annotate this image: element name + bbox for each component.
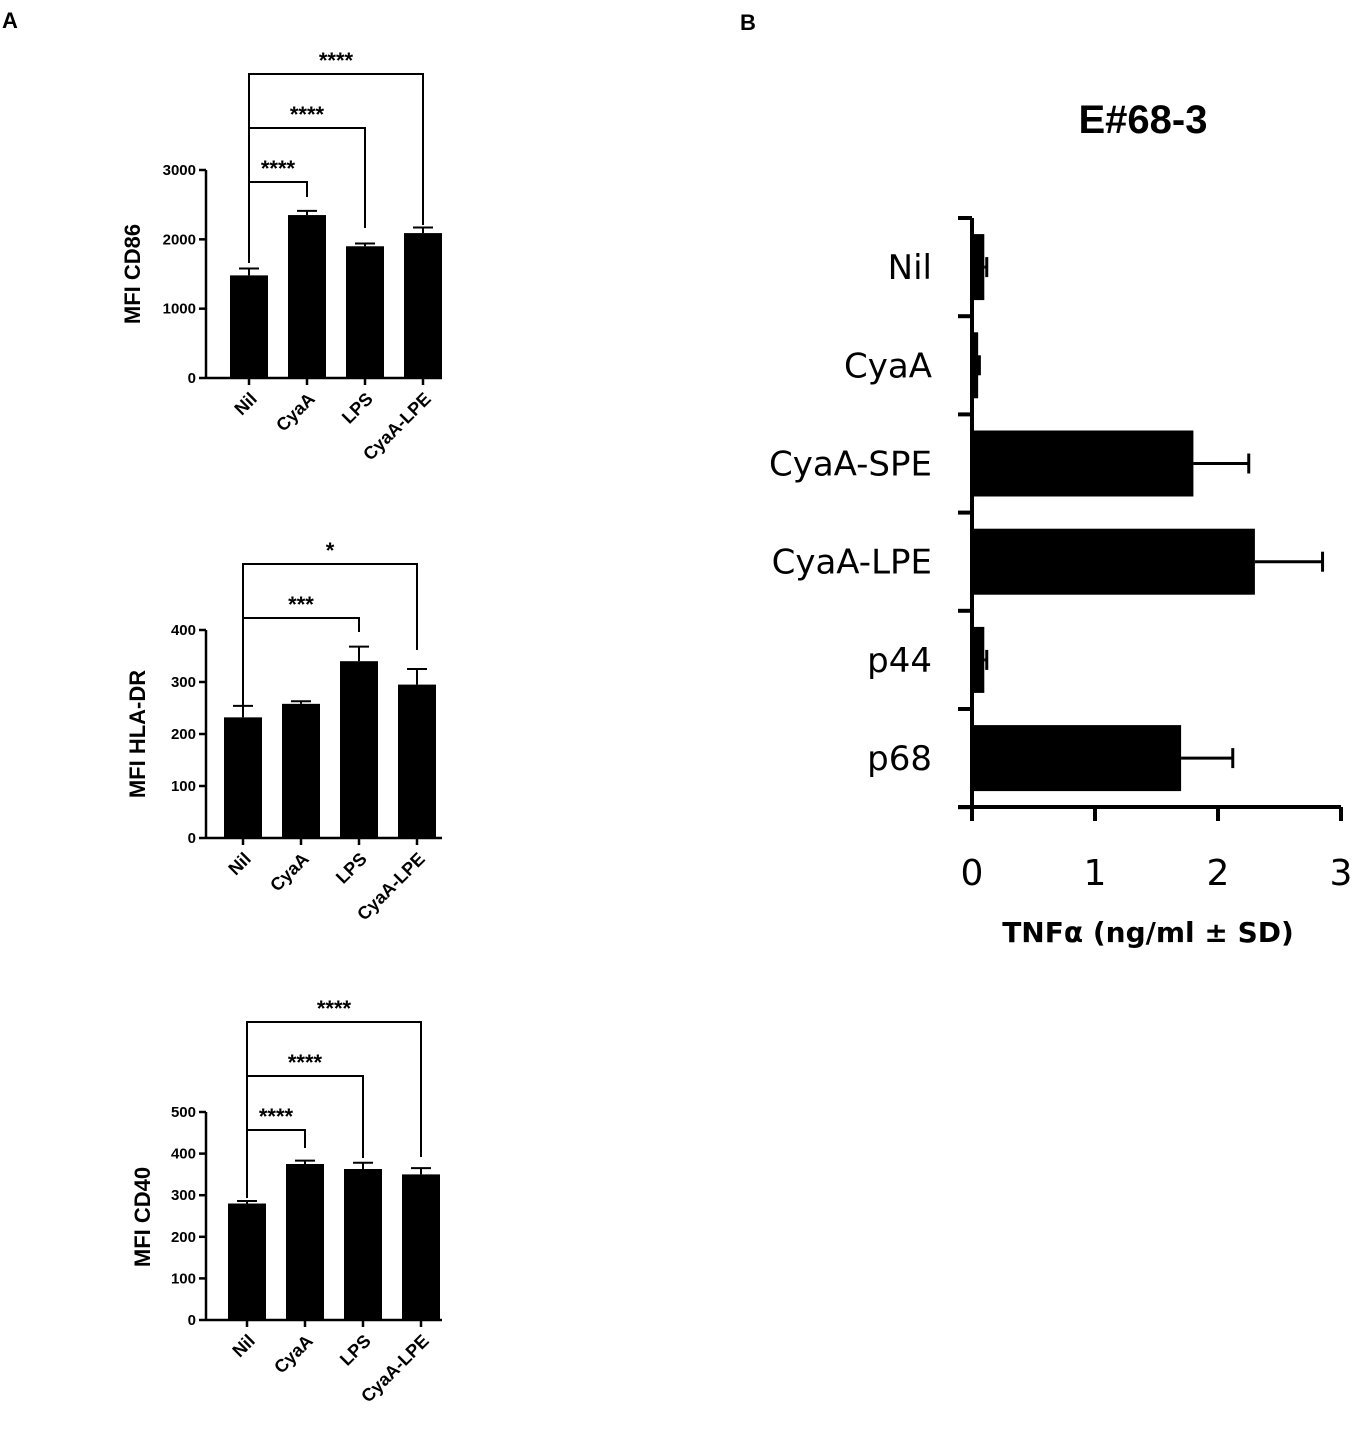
y-tick-label: 300 — [171, 1187, 196, 1204]
bar-cyaa — [286, 1164, 324, 1320]
bar-cyaa-lpe — [402, 1174, 440, 1320]
panel-b-letter: B — [740, 10, 756, 35]
bar-nil — [972, 234, 985, 301]
bar-p68 — [972, 725, 1182, 792]
x-tick-label-cyaa: CyaA — [270, 1331, 317, 1378]
x-tick-label-lps: LPS — [332, 849, 371, 888]
y-tick-label: 0 — [188, 370, 196, 387]
x-axis-label: TNFα (ng/ml ± SD) — [1002, 916, 1294, 949]
significance-label: * — [326, 538, 335, 563]
chart-title: E#68-3 — [1079, 98, 1208, 142]
x-tick-label: 1 — [1084, 853, 1107, 894]
y-tick-label: 2000 — [163, 231, 196, 248]
y-axis-label: MFI CD86 — [120, 224, 145, 324]
bar-cyaa-lpe — [404, 233, 442, 378]
y-tick-label: 300 — [171, 674, 196, 691]
significance-label: *** — [288, 592, 314, 617]
y-tick-label: 400 — [171, 1146, 196, 1163]
bar-p44 — [972, 626, 985, 693]
bar-lps — [344, 1168, 382, 1320]
significance-label: **** — [317, 996, 352, 1021]
y-axis-label: MFI HLA-DR — [125, 670, 150, 798]
panel-a-letter: A — [2, 8, 18, 33]
y-tick-label-p68: p68 — [867, 739, 932, 779]
bar-cyaa — [972, 332, 979, 399]
y-tick-label-p44: p44 — [867, 641, 932, 681]
bar-nil — [224, 717, 262, 838]
bar-lps — [346, 246, 384, 378]
y-tick-label: 100 — [171, 778, 196, 795]
y-tick-label: 400 — [171, 622, 196, 639]
x-tick-label-lps: LPS — [336, 1331, 375, 1370]
x-tick-label-nil: Nil — [228, 1331, 258, 1361]
x-tick-label-lps: LPS — [338, 389, 377, 428]
bar-lps — [340, 661, 378, 838]
y-tick-label: 200 — [171, 1229, 196, 1246]
y-tick-label-nil: Nil — [888, 248, 932, 288]
x-tick-label-cyaa: CyaA — [266, 849, 313, 896]
tnf-bar-chart: E#68-3 TNFα (ng/ml ± SD) 0 1 2 3 Nil CyaA CyaA… — [769, 98, 1353, 949]
significance-bracket — [242, 563, 418, 706]
y-tick-label: 200 — [171, 726, 196, 743]
y-tick-label: 0 — [188, 830, 196, 847]
bar-cyaa-lpe — [398, 684, 436, 838]
x-tick-label-cyaa: CyaA — [272, 389, 319, 436]
bar-cyaa — [282, 703, 320, 838]
y-axis-label: MFI CD40 — [130, 1167, 155, 1267]
x-tick-label-nil: Nil — [224, 849, 254, 879]
y-tick-label: 500 — [171, 1104, 196, 1121]
bar-nil — [230, 275, 268, 378]
significance-label: **** — [290, 102, 325, 127]
significance-label: **** — [261, 156, 296, 181]
bar-cyaa-lpe — [972, 528, 1255, 595]
x-tick-label: 3 — [1330, 853, 1353, 894]
y-tick-label: 3000 — [163, 162, 196, 179]
significance-label: **** — [259, 1104, 294, 1129]
x-tick-label: 0 — [961, 853, 984, 894]
significance-bracket — [246, 1021, 422, 1198]
x-tick-label-nil: Nil — [230, 389, 260, 419]
x-tick-label: 2 — [1207, 853, 1230, 894]
y-tick-label: 0 — [188, 1312, 196, 1329]
significance-bracket — [248, 73, 424, 263]
significance-label: **** — [288, 1050, 323, 1075]
y-tick-label-cyaa: CyaA — [844, 346, 932, 386]
y-tick-label: 1000 — [163, 301, 196, 318]
y-tick-label: 100 — [171, 1270, 196, 1287]
bar-cyaa — [288, 215, 326, 378]
significance-label: **** — [319, 48, 354, 73]
bar-nil — [228, 1203, 266, 1320]
bar-cyaa-spe — [972, 430, 1194, 497]
y-tick-label-cyaa-lpe: CyaA-LPE — [772, 543, 932, 583]
y-tick-label-cyaa-spe: CyaA-SPE — [769, 445, 932, 485]
